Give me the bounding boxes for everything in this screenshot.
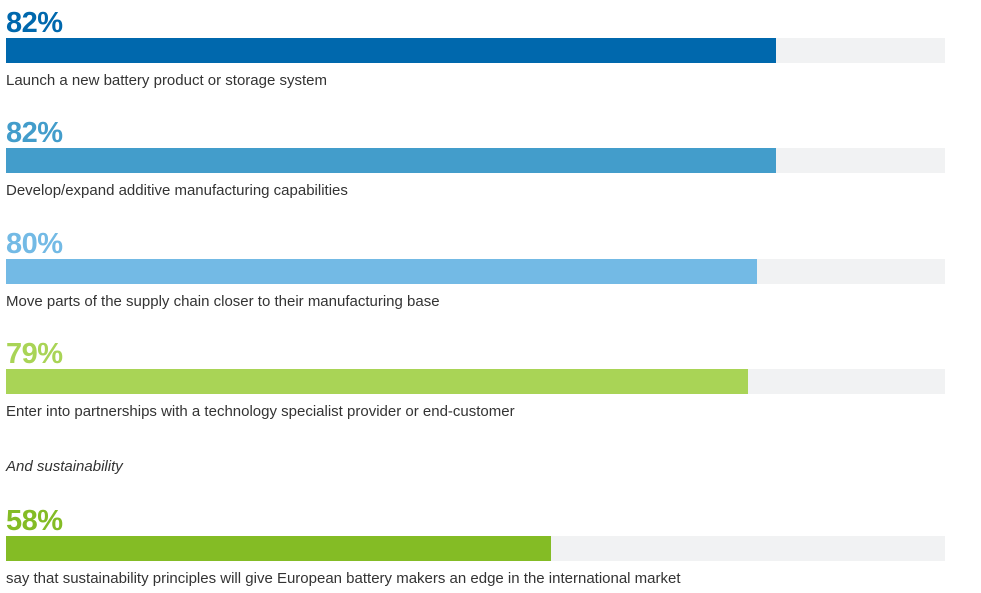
- bar-label: Develop/expand additive manufacturing ca…: [6, 182, 348, 199]
- percentage-value: 82%: [6, 7, 63, 39]
- section-subheading: And sustainability: [6, 458, 123, 475]
- bar-track: [6, 38, 945, 63]
- bar-track: [6, 369, 945, 394]
- bar-label: Enter into partnerships with a technolog…: [6, 403, 515, 420]
- percentage-value: 79%: [6, 338, 63, 370]
- bar-fill: [6, 38, 776, 63]
- bar-fill: [6, 536, 551, 561]
- percentage-value: 82%: [6, 117, 63, 149]
- bar-fill: [6, 369, 748, 394]
- bar-label: Move parts of the supply chain closer to…: [6, 293, 440, 310]
- bar-track: [6, 148, 945, 173]
- bar-label: Launch a new battery product or storage …: [6, 72, 328, 89]
- percentage-value: 58%: [6, 505, 63, 537]
- bar-label: say that sustainability principles will …: [6, 570, 681, 587]
- percentage-value: 80%: [6, 228, 63, 260]
- bar-fill: [6, 259, 758, 284]
- bar-track: [6, 536, 945, 561]
- bar-track: [6, 259, 945, 284]
- bar-fill: [6, 148, 776, 173]
